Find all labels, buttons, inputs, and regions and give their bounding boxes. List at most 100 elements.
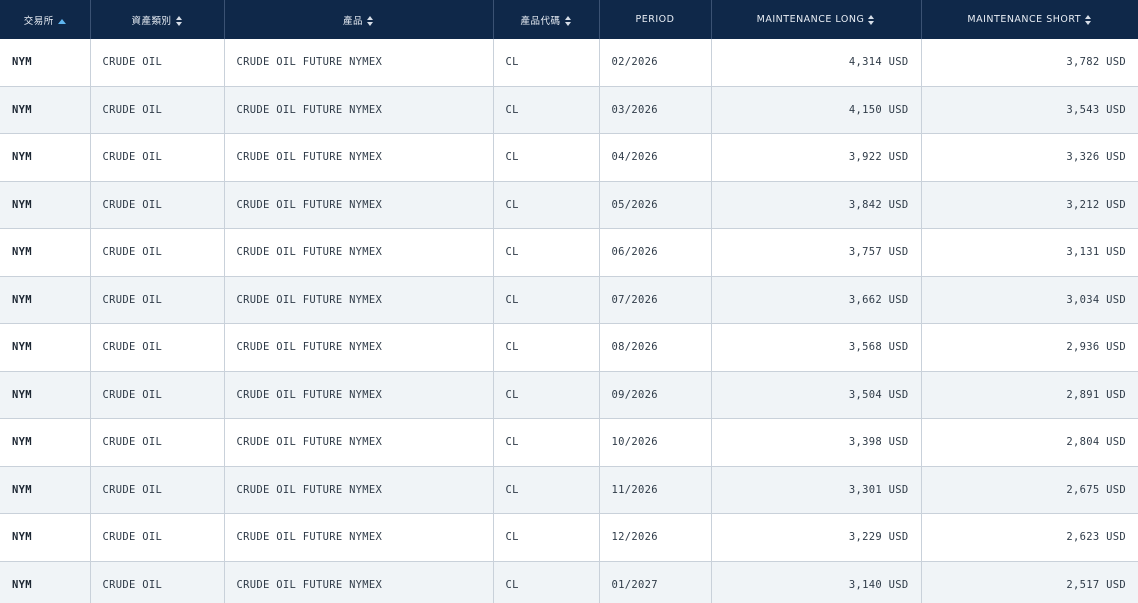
table-row: NYM CRUDE OIL CRUDE OIL FUTURE NYMEX CL 11/2…: [0, 466, 1138, 514]
product-cell: CRUDE OIL FUTURE NYMEX: [224, 561, 494, 603]
maintenance-long-cell: 3,662 USD: [711, 276, 922, 324]
exchange-cell: NYM: [0, 466, 91, 514]
header-label: 產品: [342, 15, 363, 27]
exchange-cell: NYM: [0, 418, 91, 467]
maintenance-short-cell: 2,891 USD: [921, 371, 1138, 419]
asset-class-cell: CRUDE OIL: [90, 39, 225, 87]
maintenance-long-column-header[interactable]: MAINTENANCE LONG: [711, 0, 922, 39]
maintenance-short-cell: 3,034 USD: [921, 276, 1138, 324]
maintenance-long-cell: 3,229 USD: [711, 513, 922, 562]
header-label: PERIOD: [635, 14, 675, 25]
exchange-cell: NYM: [0, 513, 91, 562]
asset-class-cell: CRUDE OIL: [90, 323, 225, 372]
maintenance-long-cell: 3,140 USD: [711, 561, 922, 603]
product-code-cell: CL: [493, 513, 600, 562]
sort-icon[interactable]: [175, 16, 183, 26]
asset-class-cell: CRUDE OIL: [90, 561, 225, 603]
period-cell: 07/2026: [599, 276, 712, 324]
exchange-cell: NYM: [0, 561, 91, 603]
maintenance-short-cell: 2,804 USD: [921, 418, 1138, 467]
header-label: MAINTENANCE LONG: [756, 14, 865, 25]
exchange-cell: NYM: [0, 86, 91, 134]
product-cell: CRUDE OIL FUTURE NYMEX: [224, 276, 494, 324]
table-row: NYM CRUDE OIL CRUDE OIL FUTURE NYMEX CL 03/2…: [0, 86, 1138, 134]
header-label: MAINTENANCE SHORT: [967, 14, 1082, 25]
maintenance-long-cell: 3,301 USD: [711, 466, 922, 514]
exchange-cell: NYM: [0, 323, 91, 372]
maintenance-long-cell: 3,922 USD: [711, 133, 922, 182]
product-code-cell: CL: [493, 39, 600, 87]
exchange-column-header[interactable]: 交易所: [0, 0, 91, 39]
period-cell: 04/2026: [599, 133, 712, 182]
product-code-cell: CL: [493, 371, 600, 419]
product-code-column-header[interactable]: 產品代碼: [493, 0, 600, 39]
asset-class-cell: CRUDE OIL: [90, 466, 225, 514]
sort-icon[interactable]: [367, 16, 374, 26]
product-code-cell: CL: [493, 418, 600, 467]
maintenance-long-cell: 3,504 USD: [711, 371, 922, 419]
period-column-header[interactable]: PERIOD: [599, 0, 712, 39]
exchange-cell: NYM: [0, 133, 91, 182]
sort-ascending-icon[interactable]: [57, 18, 66, 24]
maintenance-long-cell: 3,568 USD: [711, 323, 922, 372]
product-cell: CRUDE OIL FUTURE NYMEX: [224, 323, 494, 372]
period-cell: 08/2026: [599, 323, 712, 372]
table-row: NYM CRUDE OIL CRUDE OIL FUTURE NYMEX CL 12/2…: [0, 513, 1138, 562]
period-cell: 06/2026: [599, 228, 712, 277]
period-cell: 10/2026: [599, 418, 712, 467]
maintenance-short-column-header[interactable]: MAINTENANCE SHORT: [921, 0, 1138, 39]
table-body: NYM CRUDE OIL CRUDE OIL FUTURE NYMEX CL 02/2…: [0, 39, 1138, 603]
table-row: NYM CRUDE OIL CRUDE OIL FUTURE NYMEX CL 09/2…: [0, 371, 1138, 419]
maintenance-short-cell: 2,675 USD: [921, 466, 1138, 514]
table-row: NYM CRUDE OIL CRUDE OIL FUTURE NYMEX CL 10/2…: [0, 418, 1138, 467]
exchange-cell: NYM: [0, 181, 91, 229]
product-code-cell: CL: [493, 276, 600, 324]
period-cell: 02/2026: [599, 39, 712, 87]
maintenance-long-cell: 3,398 USD: [711, 418, 922, 467]
asset-class-column-header[interactable]: 資產類別: [90, 0, 225, 39]
product-cell: CRUDE OIL FUTURE NYMEX: [224, 228, 494, 277]
maintenance-short-cell: 2,623 USD: [921, 513, 1138, 562]
period-cell: 11/2026: [599, 466, 712, 514]
table-row: NYM CRUDE OIL CRUDE OIL FUTURE NYMEX CL 02/2…: [0, 39, 1138, 87]
exchange-cell: NYM: [0, 276, 91, 324]
sort-icon[interactable]: [564, 16, 572, 26]
maintenance-short-cell: 3,543 USD: [921, 86, 1138, 134]
period-cell: 05/2026: [599, 181, 712, 229]
header-row: 交易所 資產類別 產品 產品代碼 PERIOD MAINTENANCE LONG MAINT…: [0, 0, 1138, 39]
product-cell: CRUDE OIL FUTURE NYMEX: [224, 371, 494, 419]
sort-icon[interactable]: [868, 14, 875, 25]
product-code-cell: CL: [493, 181, 600, 229]
maintenance-short-cell: 3,131 USD: [921, 228, 1138, 277]
maintenance-short-cell: 3,212 USD: [921, 181, 1138, 229]
table-row: NYM CRUDE OIL CRUDE OIL FUTURE NYMEX CL 04/2…: [0, 133, 1138, 182]
product-code-cell: CL: [493, 323, 600, 372]
product-cell: CRUDE OIL FUTURE NYMEX: [224, 39, 494, 87]
asset-class-cell: CRUDE OIL: [90, 418, 225, 467]
product-cell: CRUDE OIL FUTURE NYMEX: [224, 513, 494, 562]
table-row: NYM CRUDE OIL CRUDE OIL FUTURE NYMEX CL 08/2…: [0, 323, 1138, 372]
maintenance-short-cell: 2,517 USD: [921, 561, 1138, 603]
product-column-header[interactable]: 產品: [224, 0, 494, 39]
product-code-cell: CL: [493, 86, 600, 134]
product-cell: CRUDE OIL FUTURE NYMEX: [224, 418, 494, 467]
asset-class-cell: CRUDE OIL: [90, 371, 225, 419]
maintenance-short-cell: 3,326 USD: [921, 133, 1138, 182]
exchange-cell: NYM: [0, 39, 91, 87]
maintenance-long-cell: 3,757 USD: [711, 228, 922, 277]
maintenance-short-cell: 2,936 USD: [921, 323, 1138, 372]
exchange-cell: NYM: [0, 371, 91, 419]
maintenance-long-cell: 4,150 USD: [711, 86, 922, 134]
sort-icon[interactable]: [1085, 14, 1092, 25]
asset-class-cell: CRUDE OIL: [90, 228, 225, 277]
header-label: 產品代碼: [520, 15, 561, 27]
asset-class-cell: CRUDE OIL: [90, 181, 225, 229]
maintenance-long-cell: 3,842 USD: [711, 181, 922, 229]
product-cell: CRUDE OIL FUTURE NYMEX: [224, 86, 494, 134]
period-cell: 09/2026: [599, 371, 712, 419]
asset-class-cell: CRUDE OIL: [90, 86, 225, 134]
product-code-cell: CL: [493, 133, 600, 182]
maintenance-short-cell: 3,782 USD: [921, 39, 1138, 87]
product-code-cell: CL: [493, 228, 600, 277]
